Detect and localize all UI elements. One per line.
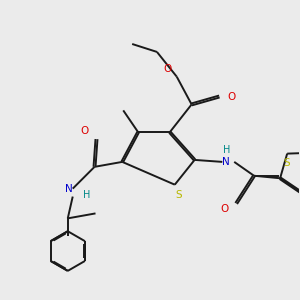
- Text: N: N: [65, 184, 73, 194]
- Text: O: O: [164, 64, 172, 74]
- Text: O: O: [220, 204, 228, 214]
- Text: O: O: [80, 126, 89, 136]
- Text: S: S: [284, 158, 290, 167]
- Text: H: H: [223, 145, 230, 155]
- Text: N: N: [222, 157, 230, 167]
- Text: H: H: [83, 190, 90, 200]
- Text: O: O: [227, 92, 236, 101]
- Text: S: S: [176, 190, 182, 200]
